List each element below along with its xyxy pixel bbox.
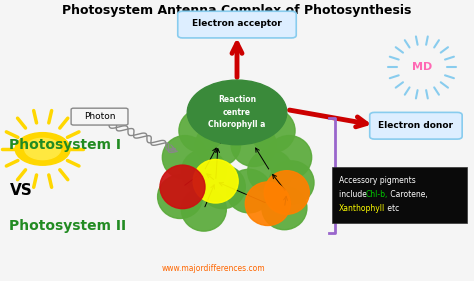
Ellipse shape: [162, 136, 207, 179]
Ellipse shape: [181, 188, 226, 231]
Text: www.majordifferences.com: www.majordifferences.com: [162, 264, 265, 273]
Text: Reaction
centre
Chlorophyll a: Reaction centre Chlorophyll a: [208, 96, 266, 129]
Ellipse shape: [196, 123, 240, 166]
Ellipse shape: [231, 123, 276, 166]
Ellipse shape: [246, 182, 290, 225]
Text: VS: VS: [9, 183, 32, 198]
Ellipse shape: [187, 80, 287, 145]
FancyBboxPatch shape: [178, 11, 296, 38]
Text: Xanthophyll: Xanthophyll: [339, 204, 385, 213]
Ellipse shape: [264, 171, 309, 214]
Ellipse shape: [200, 165, 246, 209]
Ellipse shape: [179, 109, 224, 152]
Circle shape: [15, 133, 70, 165]
Ellipse shape: [181, 149, 226, 193]
Ellipse shape: [193, 160, 238, 203]
Text: Electron acceptor: Electron acceptor: [192, 19, 282, 28]
Text: etc: etc: [385, 204, 400, 213]
FancyBboxPatch shape: [71, 108, 128, 125]
Text: Photosystem I: Photosystem I: [9, 138, 121, 152]
Circle shape: [25, 138, 61, 160]
Ellipse shape: [157, 175, 202, 219]
Text: Chl-b,: Chl-b,: [366, 190, 388, 199]
Text: Electron donor: Electron donor: [378, 121, 453, 130]
Ellipse shape: [250, 109, 295, 152]
Text: Carotene,: Carotene,: [388, 190, 428, 199]
Ellipse shape: [266, 136, 311, 179]
Text: include: include: [339, 190, 369, 199]
Text: Photosystem II: Photosystem II: [9, 219, 127, 233]
Text: Photosystem Antenna Complex of Photosynthesis: Photosystem Antenna Complex of Photosynt…: [62, 4, 412, 17]
Ellipse shape: [269, 161, 314, 205]
Text: Accessory pigments: Accessory pigments: [339, 176, 416, 185]
Ellipse shape: [262, 186, 307, 230]
Text: Photon: Photon: [84, 112, 115, 121]
FancyBboxPatch shape: [332, 167, 467, 223]
Ellipse shape: [160, 165, 205, 209]
FancyBboxPatch shape: [370, 112, 462, 139]
Ellipse shape: [247, 149, 292, 193]
Text: MD: MD: [412, 62, 432, 72]
Ellipse shape: [227, 169, 271, 213]
